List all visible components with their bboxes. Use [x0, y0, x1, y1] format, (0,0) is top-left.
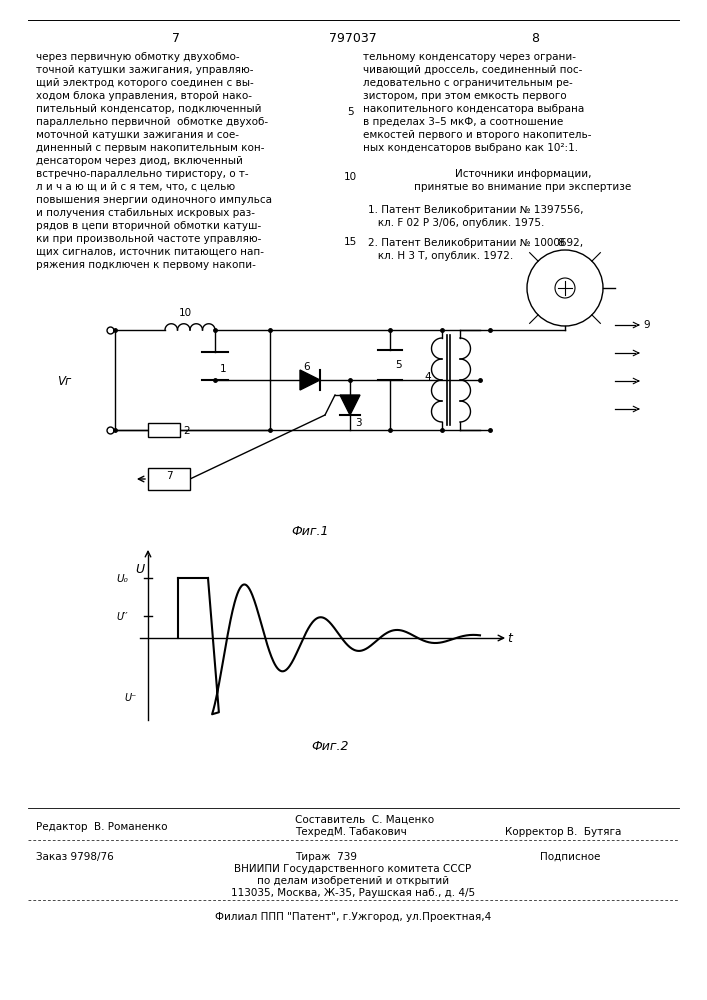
Text: Фиг.1: Фиг.1: [291, 525, 329, 538]
Text: емкостей первого и второго накопитель-: емкостей первого и второго накопитель-: [363, 130, 592, 140]
Text: накопительного конденсатора выбрана: накопительного конденсатора выбрана: [363, 104, 584, 114]
Text: и получения стабильных искровых раз-: и получения стабильных искровых раз-: [36, 208, 255, 218]
Text: U₀: U₀: [116, 574, 128, 584]
Text: 2. Патент Великобритании № 1000692,: 2. Патент Великобритании № 1000692,: [368, 238, 583, 248]
Text: зистором, при этом емкость первого: зистором, при этом емкость первого: [363, 91, 566, 101]
Text: Корректор В.  Бутяга: Корректор В. Бутяга: [505, 827, 621, 837]
Text: чивающий дроссель, соединенный пос-: чивающий дроссель, соединенный пос-: [363, 65, 583, 75]
Text: 8: 8: [558, 238, 564, 248]
Text: в пределах 3–5 мкФ, а соотношение: в пределах 3–5 мкФ, а соотношение: [363, 117, 563, 127]
Text: принятые во внимание при экспертизе: принятые во внимание при экспертизе: [414, 182, 631, 192]
Text: Источники информации,: Источники информации,: [455, 169, 591, 179]
Text: параллельно первичной  обмотке двухоб-: параллельно первичной обмотке двухоб-: [36, 117, 268, 127]
Text: ряжения подключен к первому накопи-: ряжения подключен к первому накопи-: [36, 260, 256, 270]
Text: 2: 2: [183, 426, 189, 436]
Polygon shape: [300, 370, 320, 390]
Text: щих сигналов, источник питающего нап-: щих сигналов, источник питающего нап-: [36, 247, 264, 257]
Text: 10: 10: [178, 308, 192, 318]
Text: Подписное: Подписное: [540, 852, 600, 862]
Text: U′′: U′′: [116, 612, 128, 622]
Text: 4: 4: [424, 372, 431, 382]
Polygon shape: [340, 395, 360, 415]
Text: 5: 5: [346, 107, 354, 117]
Text: U⁻: U⁻: [124, 693, 136, 703]
Text: 10: 10: [344, 172, 356, 182]
Bar: [148, 423, 180, 437]
Text: ных конденсаторов выбрано как 10²:1.: ных конденсаторов выбрано как 10²:1.: [363, 143, 578, 153]
Text: 1. Патент Великобритании № 1397556,: 1. Патент Великобритании № 1397556,: [368, 205, 583, 215]
Text: Филиал ППП "Патент", г.Ужгород, ул.Проектная,4: Филиал ППП "Патент", г.Ужгород, ул.Проек…: [215, 912, 491, 922]
Text: 8: 8: [531, 32, 539, 45]
Text: л и ч а ю щ и й с я тем, что, с целью: л и ч а ю щ и й с я тем, что, с целью: [36, 182, 235, 192]
Text: 3: 3: [355, 418, 361, 428]
Text: встречно-параллельно тиристору, о т-: встречно-параллельно тиристору, о т-: [36, 169, 249, 179]
Text: тельному конденсатору через ограни-: тельному конденсатору через ограни-: [363, 52, 576, 62]
Bar: [148, 468, 190, 490]
Text: 15: 15: [344, 237, 356, 247]
Text: Тираж  739: Тираж 739: [295, 852, 357, 862]
Text: 113035, Москва, Ж-35, Раушская наб., д. 4/5: 113035, Москва, Ж-35, Раушская наб., д. …: [231, 888, 475, 898]
Text: точной катушки зажигания, управляю-: точной катушки зажигания, управляю-: [36, 65, 254, 75]
Text: Vг: Vг: [57, 375, 71, 388]
Text: диненный с первым накопительным кон-: диненный с первым накопительным кон-: [36, 143, 264, 153]
Text: моточной катушки зажигания и сое-: моточной катушки зажигания и сое-: [36, 130, 239, 140]
Text: ледовательно с ограничительным ре-: ледовательно с ограничительным ре-: [363, 78, 573, 88]
Text: 797037: 797037: [329, 32, 377, 45]
Text: кл. F 02 P 3/06, опублик. 1975.: кл. F 02 P 3/06, опублик. 1975.: [368, 218, 544, 228]
Text: 7: 7: [172, 32, 180, 45]
Text: повышения энергии одиночного импульса: повышения энергии одиночного импульса: [36, 195, 272, 205]
Text: U: U: [136, 563, 144, 576]
Text: 5: 5: [395, 360, 402, 370]
Text: 6: 6: [304, 362, 310, 372]
Text: рядов в цепи вторичной обмотки катуш-: рядов в цепи вторичной обмотки катуш-: [36, 221, 262, 231]
Text: Заказ 9798/76: Заказ 9798/76: [36, 852, 114, 862]
Text: 9: 9: [643, 320, 650, 330]
Text: через первичную обмотку двухобмо-: через первичную обмотку двухобмо-: [36, 52, 240, 62]
Text: 7: 7: [165, 471, 173, 481]
Text: денсатором через диод, включенный: денсатором через диод, включенный: [36, 156, 243, 166]
Text: кл. Н 3 Т, опублик. 1972.: кл. Н 3 Т, опублик. 1972.: [368, 251, 513, 261]
Text: ВНИИПИ Государственного комитета СССР: ВНИИПИ Государственного комитета СССР: [235, 864, 472, 874]
Text: Фиг.2: Фиг.2: [311, 740, 349, 753]
Text: Составитель  С. Маценко: Составитель С. Маценко: [295, 815, 434, 825]
Text: ки при произвольной частоте управляю-: ки при произвольной частоте управляю-: [36, 234, 262, 244]
Text: ТехредМ. Табакович: ТехредМ. Табакович: [295, 827, 407, 837]
Text: ходом блока управления, второй нако-: ходом блока управления, второй нако-: [36, 91, 252, 101]
Text: пительный конденсатор, подключенный: пительный конденсатор, подключенный: [36, 104, 262, 114]
Text: t: t: [508, 632, 513, 645]
Text: по делам изобретений и открытий: по делам изобретений и открытий: [257, 876, 449, 886]
Text: 1: 1: [220, 364, 227, 374]
Text: Редактор  В. Романенко: Редактор В. Романенко: [36, 822, 168, 832]
Text: щий электрод которого соединен с вы-: щий электрод которого соединен с вы-: [36, 78, 254, 88]
